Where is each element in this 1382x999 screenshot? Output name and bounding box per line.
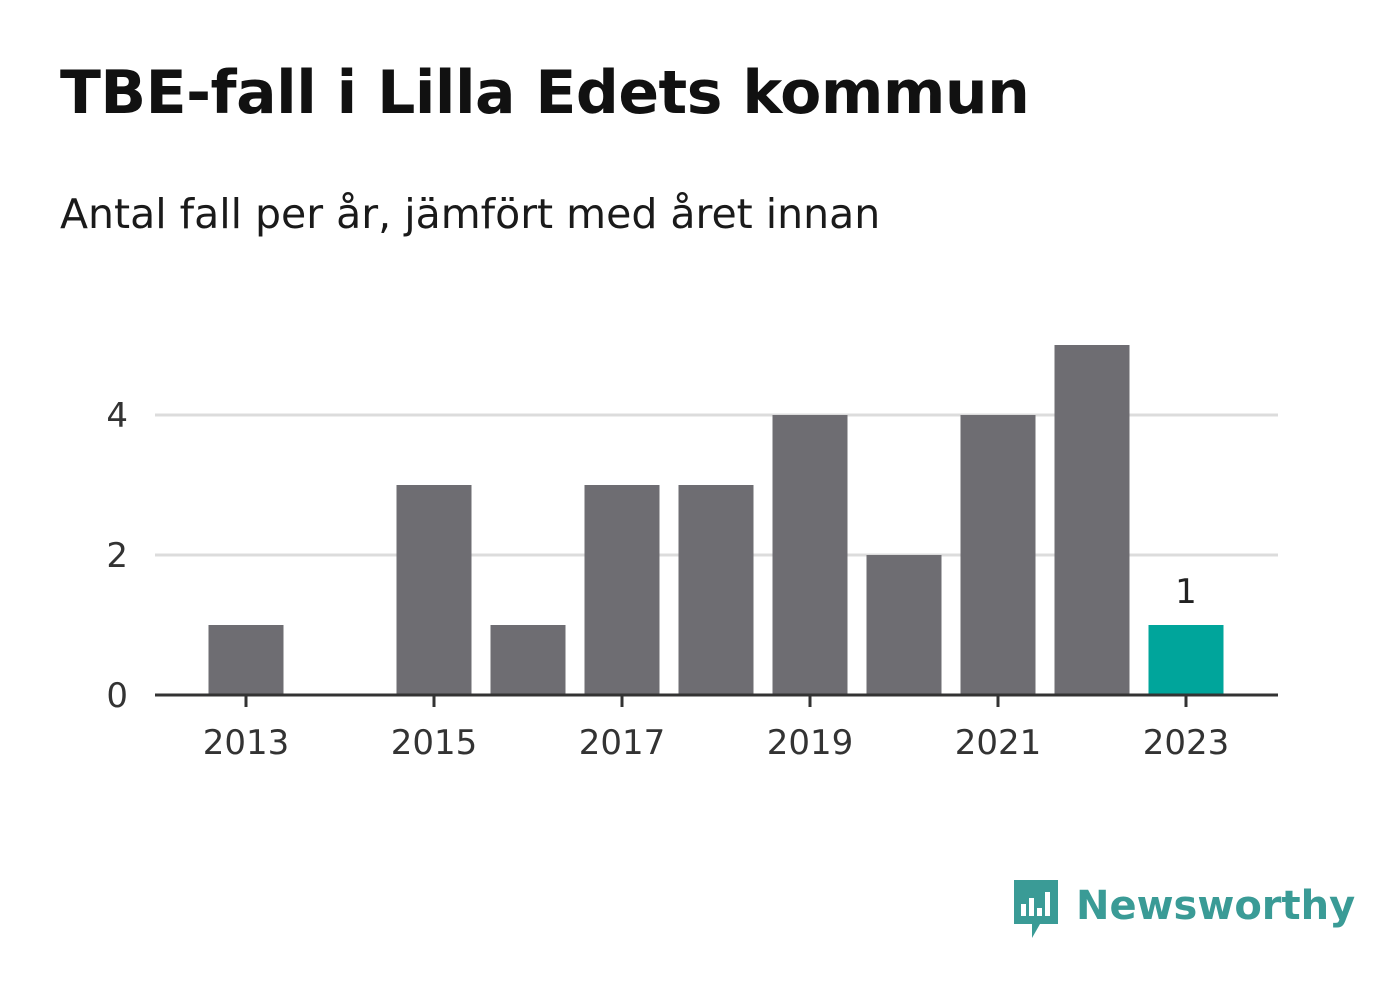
bar-2019	[772, 415, 848, 695]
y-tick-label-2: 2	[106, 536, 128, 576]
bar-2016	[490, 625, 566, 695]
x-tick-label-2013: 2013	[203, 723, 290, 763]
bars	[208, 345, 1224, 695]
newsworthy-logo-icon	[1014, 880, 1058, 938]
chart-subtitle: Antal fall per år, jämfört med året inna…	[60, 190, 881, 238]
x-tick-label-2015: 2015	[391, 723, 478, 763]
x-tick-label-2023: 2023	[1143, 723, 1230, 763]
bar-2023	[1148, 625, 1224, 695]
x-tick-label-2019: 2019	[767, 723, 854, 763]
y-axis-tick-labels: 0 2 4	[106, 396, 128, 716]
chart-title: TBE-fall i Lilla Edets kommun	[60, 58, 1030, 128]
x-axis-tick-labels: 2013 2015 2017 2019 2021 2023	[203, 723, 1230, 763]
x-axis	[155, 693, 1278, 707]
y-tick-label-0: 0	[106, 676, 128, 716]
data-labels: 1	[1175, 572, 1197, 612]
bar-2022	[1054, 345, 1130, 695]
bar-2020	[866, 555, 942, 695]
data-label-2023: 1	[1175, 572, 1197, 612]
bar-2015	[396, 485, 472, 695]
bar-2017	[584, 485, 660, 695]
y-tick-label-4: 4	[106, 396, 128, 436]
bar-2018	[678, 485, 754, 695]
bar-2013	[208, 625, 284, 695]
bar-2021	[960, 415, 1036, 695]
x-tick-label-2021: 2021	[955, 723, 1042, 763]
brand-name: Newsworthy	[1076, 883, 1356, 929]
newsworthy-brand: Newsworthy	[1010, 876, 1355, 942]
x-tick-label-2017: 2017	[579, 723, 666, 763]
